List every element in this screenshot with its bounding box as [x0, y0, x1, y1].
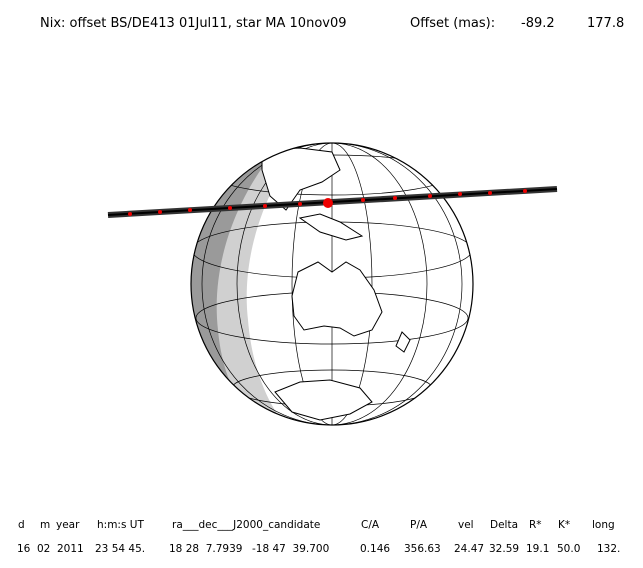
shadow-path	[107, 186, 558, 218]
offset-dec: 177.8	[587, 16, 624, 31]
cell: 50.0	[557, 543, 580, 555]
column-header: m	[40, 519, 50, 531]
cell: 0.146	[360, 543, 390, 555]
column-header: year	[56, 519, 80, 531]
cell: 24.47	[454, 543, 484, 555]
column-header: vel	[458, 519, 474, 531]
cell: 02	[37, 543, 50, 555]
cell: 356.63	[404, 543, 441, 555]
globe	[190, 142, 474, 426]
column-header: K*	[558, 519, 570, 531]
column-header: h:m:s UT	[97, 519, 144, 531]
value-row: 16 02 2011 23 54 45. 18 28 7.7939 -18 47…	[17, 543, 620, 555]
offset-label: Offset (mas):	[410, 16, 495, 31]
column-header: C/A	[361, 519, 380, 531]
cell: 19.1	[526, 543, 549, 555]
offset-ra: -89.2	[521, 16, 555, 31]
column-header: R*	[529, 519, 542, 531]
title: Nix: offset BS/DE413 01Jul11, star MA 10…	[40, 16, 347, 31]
column-header: d	[18, 519, 25, 531]
column-header: P/A	[410, 519, 428, 531]
cell: 16	[17, 543, 31, 555]
cell: 2011	[57, 543, 84, 555]
cell: -18 47 39.700	[252, 543, 329, 555]
column-header: long	[592, 519, 615, 531]
column-header: ra___dec___J2000_candidate	[172, 519, 320, 531]
cell: 132.	[597, 543, 620, 555]
header-row: d m year h:m:s UT ra___dec___J2000_candi…	[18, 519, 615, 531]
column-header: Delta	[490, 519, 518, 531]
cell: 32.59	[489, 543, 519, 555]
cell: 23 54 45.	[95, 543, 145, 555]
cell: 18 28 7.7939	[169, 543, 242, 555]
